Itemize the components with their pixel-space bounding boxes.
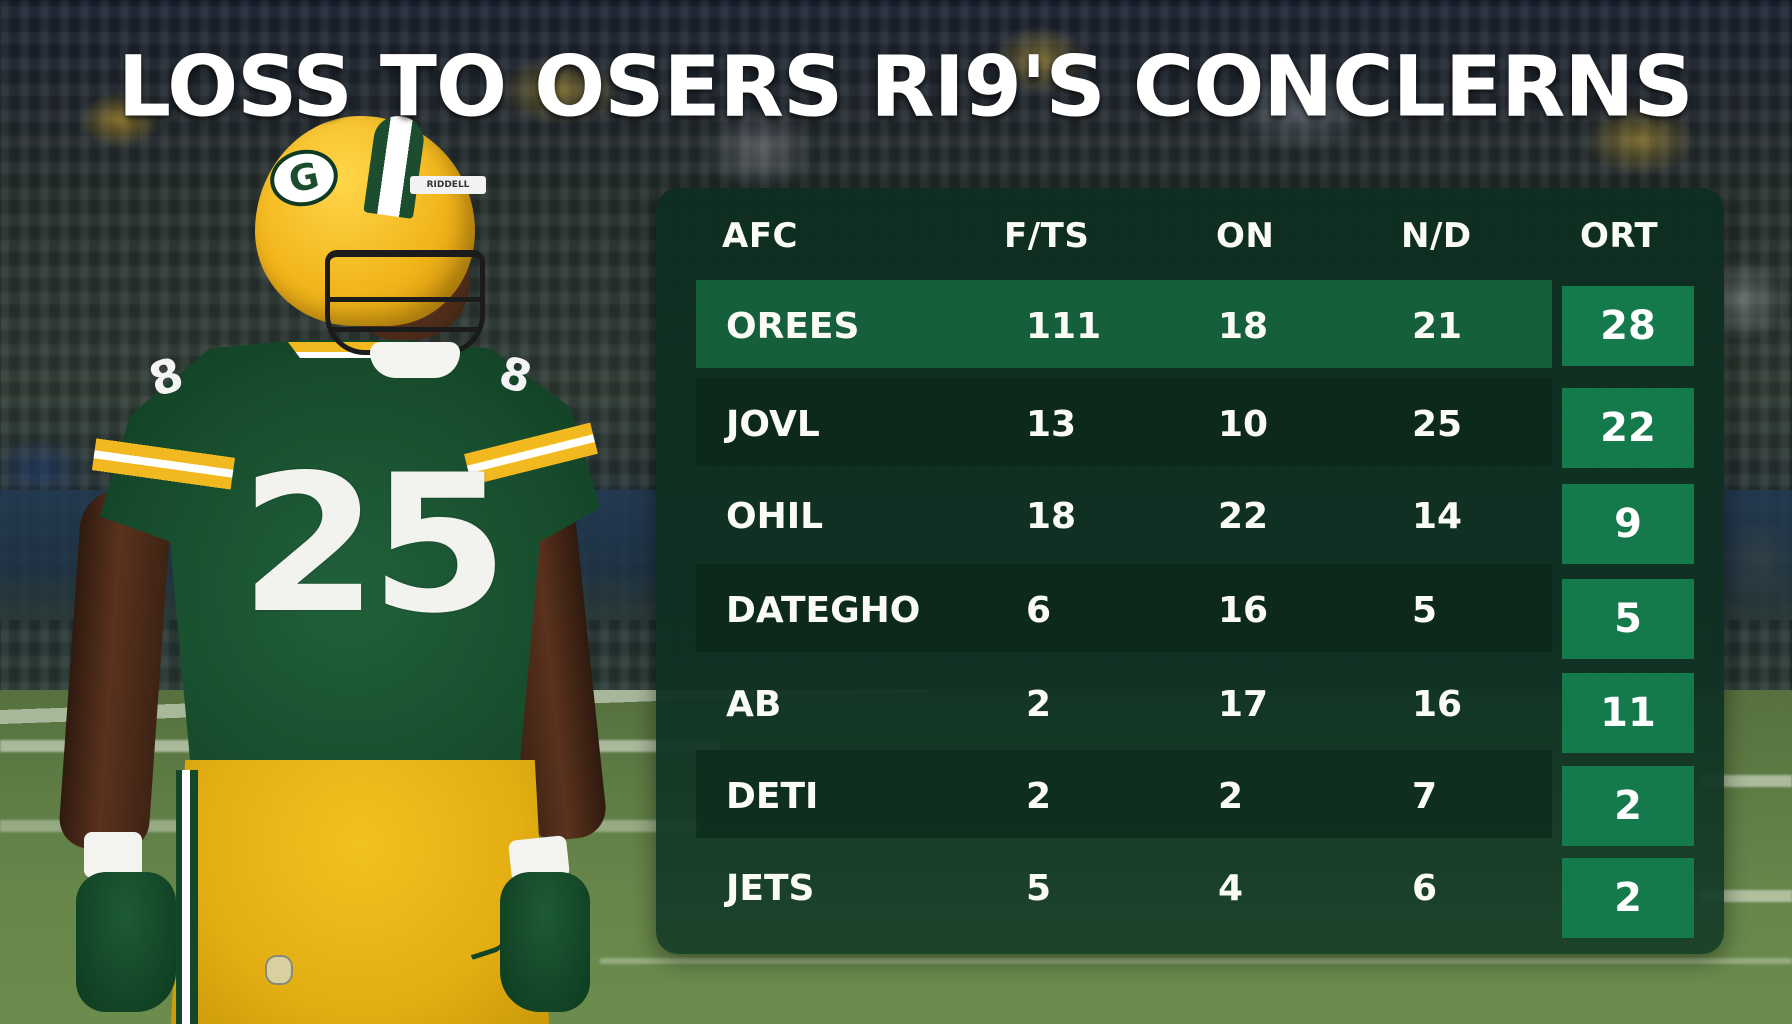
helmet-brand-label: RIDDELL: [410, 176, 486, 194]
on-value: 16: [1218, 590, 1269, 631]
ort-value: 5: [1614, 596, 1642, 642]
left-arm: [57, 487, 173, 853]
table-row: DETI 2 2 7: [696, 750, 1552, 838]
pants-patch-icon: [265, 955, 293, 985]
ort-value-box: 28: [1562, 286, 1694, 366]
nd-value: 21: [1412, 306, 1463, 347]
ort-value: 2: [1614, 783, 1642, 829]
facemask: [325, 250, 485, 355]
fts-value: 2: [1026, 776, 1052, 817]
team-name: AB: [726, 684, 782, 725]
column-header-fts: F/TS: [1004, 216, 1090, 256]
player-image: 8 8 25 G RIDDELL: [57, 110, 630, 1024]
table-row: OHIL 18 22 14: [696, 470, 1552, 558]
fts-value: 18: [1026, 496, 1077, 537]
pants: [170, 760, 550, 1024]
nd-value: 5: [1412, 590, 1438, 631]
on-value: 17: [1218, 684, 1269, 725]
column-header-ort: ORT: [1580, 216, 1659, 256]
nd-value: 25: [1412, 404, 1463, 445]
team-name: JETS: [726, 868, 815, 909]
ort-value-box: 9: [1562, 484, 1694, 564]
helmet-logo-letter: G: [285, 154, 323, 202]
table-header-row: AFC F/TS ON N/D ORT: [656, 188, 1724, 278]
yard-line: [600, 958, 1792, 964]
pants-stripe: [176, 770, 198, 1024]
nd-value: 7: [1412, 776, 1438, 817]
ort-value: 28: [1600, 303, 1656, 349]
on-value: 2: [1218, 776, 1244, 817]
nd-value: 16: [1412, 684, 1463, 725]
ort-value-box: 2: [1562, 858, 1694, 938]
table-row: OREES 111 18 21: [696, 280, 1552, 368]
on-value: 4: [1218, 868, 1244, 909]
ort-value: 2: [1614, 875, 1642, 921]
ort-value: 9: [1614, 501, 1642, 547]
nd-value: 14: [1412, 496, 1463, 537]
team-name: JOVL: [726, 404, 820, 445]
on-value: 10: [1218, 404, 1269, 445]
on-value: 18: [1218, 306, 1269, 347]
table-row: JETS 5 4 6: [696, 842, 1552, 930]
chinstrap: [370, 342, 460, 378]
ort-value-box: 2: [1562, 766, 1694, 846]
ort-value: 11: [1600, 690, 1656, 736]
fts-value: 111: [1026, 306, 1102, 347]
column-header-on: ON: [1216, 216, 1275, 256]
ort-value: 22: [1600, 405, 1656, 451]
table-row: DATEGHO 6 16 5: [696, 564, 1552, 652]
ort-value-box: 22: [1562, 388, 1694, 468]
team-name: DETI: [726, 776, 819, 817]
team-name: OREES: [726, 306, 860, 347]
fts-value: 6: [1026, 590, 1052, 631]
left-glove: [76, 872, 176, 1012]
right-glove: [500, 872, 590, 1012]
stats-table: AFC F/TS ON N/D ORT OREES 111 18 21 28 J…: [656, 188, 1724, 954]
team-name: OHIL: [726, 496, 824, 537]
team-name: DATEGHO: [726, 590, 921, 631]
ort-value-box: 11: [1562, 673, 1694, 753]
left-wristband: [84, 832, 142, 878]
on-value: 22: [1218, 496, 1269, 537]
ort-value-box: 5: [1562, 579, 1694, 659]
shoulder-number-left: 8: [142, 346, 190, 408]
column-header-nd: N/D: [1401, 216, 1472, 256]
jersey-number: 25: [239, 434, 509, 655]
table-row: AB 2 17 16: [696, 658, 1552, 746]
table-row: JOVL 13 10 25: [696, 378, 1552, 466]
nd-value: 6: [1412, 868, 1438, 909]
column-header-afc: AFC: [722, 216, 798, 256]
fts-value: 13: [1026, 404, 1077, 445]
headline: LOSS TO OSERS RI9'S CONCLERNS: [117, 39, 1694, 136]
fts-value: 5: [1026, 868, 1052, 909]
fts-value: 2: [1026, 684, 1052, 725]
